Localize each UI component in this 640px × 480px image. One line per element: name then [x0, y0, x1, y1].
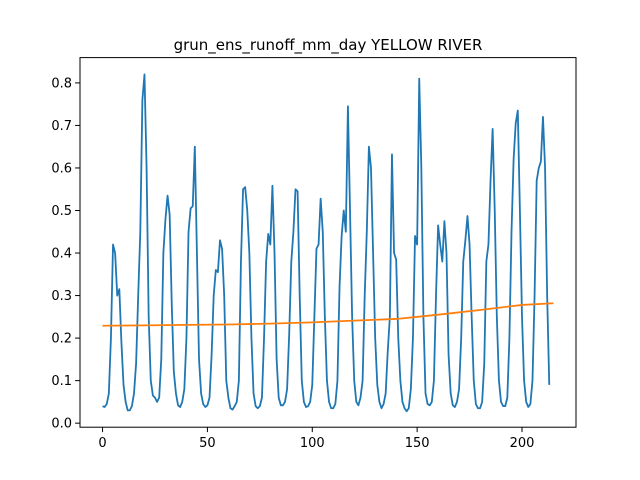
y-tick-label: 0.7: [51, 119, 72, 134]
y-tick-label: 0.0: [51, 417, 72, 432]
y-tick-label: 0.3: [51, 289, 72, 304]
series-layer: [102, 73, 554, 413]
y-axis: 0.0 0.1 0.2 0.3 0.4 0.5 0.6 0.7 0.8: [51, 76, 80, 432]
x-tick-label: 0: [98, 436, 106, 451]
series-1-line: [102, 302, 554, 327]
x-tick-label: 100: [300, 436, 325, 451]
y-tick-label: 0.5: [51, 204, 72, 219]
series-0-line: [102, 73, 551, 413]
x-tick-label: 200: [510, 436, 535, 451]
x-tick-label: 50: [199, 436, 216, 451]
chart-title: grun_ens_runoff_mm_day YELLOW RIVER: [174, 36, 483, 55]
x-tick-label: 150: [405, 436, 430, 451]
axes-frame: [79, 57, 577, 428]
x-axis: 0 50 100 150 200: [98, 427, 534, 451]
y-tick-label: 0.6: [51, 161, 72, 176]
y-tick-label: 0.1: [51, 374, 72, 389]
y-tick-label: 0.8: [51, 76, 72, 91]
y-tick-label: 0.4: [51, 247, 72, 262]
y-tick-label: 0.2: [51, 332, 72, 347]
